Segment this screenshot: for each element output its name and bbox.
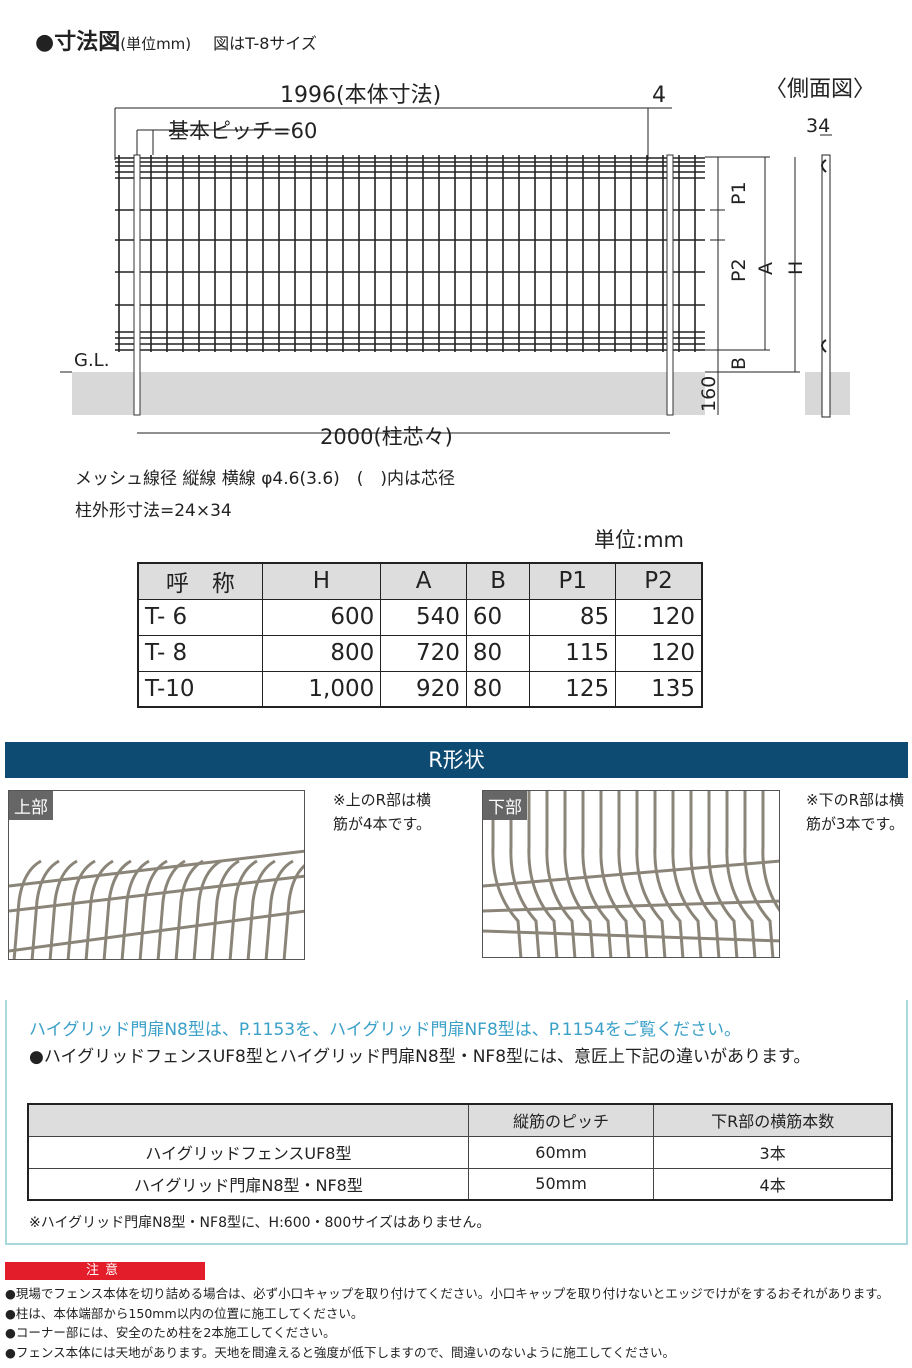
bottom-label: 下部 bbox=[483, 791, 527, 820]
fence-mesh bbox=[115, 155, 705, 352]
post-left bbox=[133, 154, 141, 416]
mesh-spec: メッシュ線径 縦線 横線 φ4.6(3.6) ( )内は芯径 bbox=[75, 469, 456, 489]
caution-header: 注意 bbox=[5, 1262, 205, 1280]
dimension-drawing: 1996(本体寸法) 4 〈側面図〉 34 基本ピッチ=60 G.L. 2000… bbox=[60, 77, 875, 449]
difference-note: ●ハイグリッドフェンスUF8型とハイグリッド門扉N8型・NF8型には、意匠上下記… bbox=[29, 1047, 811, 1067]
table-row: T- 6 600 540 60 85 120 bbox=[137, 598, 703, 636]
pitch-label: 基本ピッチ=60 bbox=[168, 119, 317, 143]
post-right bbox=[666, 154, 674, 416]
top-label: 上部 bbox=[9, 791, 53, 820]
table-row: T- 8 800 720 80 115 120 bbox=[137, 634, 703, 672]
body-width-label: 1996(本体寸法) bbox=[280, 83, 441, 108]
caution-item: ●コーナー部には、安全のため柱を2本施工してください。 bbox=[5, 1325, 336, 1340]
bottom-note: ※下のR部は横筋が3本です。 bbox=[806, 791, 905, 833]
gl-label: G.L. bbox=[74, 350, 109, 371]
caution-item: ●現場でフェンス本体を切り詰める場合は、必ず小口キャップを取り付けてください。小… bbox=[5, 1286, 890, 1301]
b-label: B bbox=[728, 357, 750, 370]
post-spec: 柱外形寸法=24×34 bbox=[75, 501, 232, 521]
top-note: ※上のR部は横筋が4本です。 bbox=[333, 791, 432, 833]
side-depth-label: 34 bbox=[806, 115, 830, 137]
caution-item: ●フェンス本体には天地があります。天地を間違えると強度が低下しますので、間違いの… bbox=[5, 1344, 676, 1360]
p1-label: P1 bbox=[728, 181, 750, 205]
ground bbox=[72, 372, 705, 415]
caution-item: ●柱は、本体端部から150mm以内の位置に施工してください。 bbox=[5, 1305, 364, 1321]
unit-label: 単位:mm bbox=[594, 528, 684, 552]
h-label: H bbox=[785, 261, 807, 275]
table-row: ハイグリッド門扉N8型・NF8型 50mm 4本 bbox=[27, 1167, 893, 1201]
embed-label: 160 bbox=[698, 376, 720, 412]
footnote: ※ハイグリッド門扉N8型・NF8型に、H:600・800サイズはありません。 bbox=[29, 1215, 491, 1231]
table-row: T-10 1,000 920 80 125 135 bbox=[137, 670, 703, 708]
post-pitch-label: 2000(柱芯々) bbox=[320, 425, 453, 449]
comparison-table: 縦筋のピッチ 下R部の横筋本数 ハイグリッドフェンスUF8型 60mm 3本 ハイグリ… bbox=[27, 1103, 893, 1201]
bottom-r-photo: 下部 bbox=[482, 790, 780, 958]
side-post bbox=[821, 154, 831, 418]
table-row: ハイグリッドフェンスUF8型 60mm 3本 bbox=[27, 1135, 893, 1169]
r-shape-header: R形状 bbox=[5, 742, 908, 778]
reference-link[interactable]: ハイグリッド門扉N8型は、P.1153を、ハイグリッド門扉NF8型は、P.115… bbox=[29, 1020, 742, 1040]
p2-label: P2 bbox=[728, 258, 750, 282]
side-view-label: 〈側面図〉 bbox=[765, 77, 875, 102]
size-table: 呼 称 H A B P1 P2 T- 6 600 540 60 85 120 T- 8 800 720 8… bbox=[137, 562, 703, 708]
caution-list: ●現場でフェンス本体を切り詰める場合は、必ず小口キャップを取り付けてください。小… bbox=[5, 1284, 889, 1362]
gap-label: 4 bbox=[652, 83, 666, 108]
a-label: A bbox=[755, 262, 777, 275]
top-r-photo: 上部 bbox=[8, 790, 305, 960]
info-box: ハイグリッド門扉N8型は、P.1153を、ハイグリッド門扉NF8型は、P.115… bbox=[5, 1000, 908, 1245]
section-title: ●寸法図(単位mm) 図はT-8サイズ bbox=[35, 30, 317, 55]
